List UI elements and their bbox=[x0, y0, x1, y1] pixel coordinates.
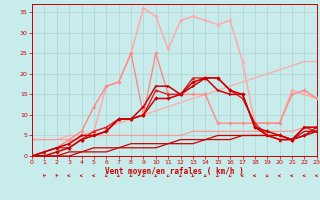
X-axis label: Vent moyen/en rafales ( km/h ): Vent moyen/en rafales ( km/h ) bbox=[105, 167, 244, 176]
